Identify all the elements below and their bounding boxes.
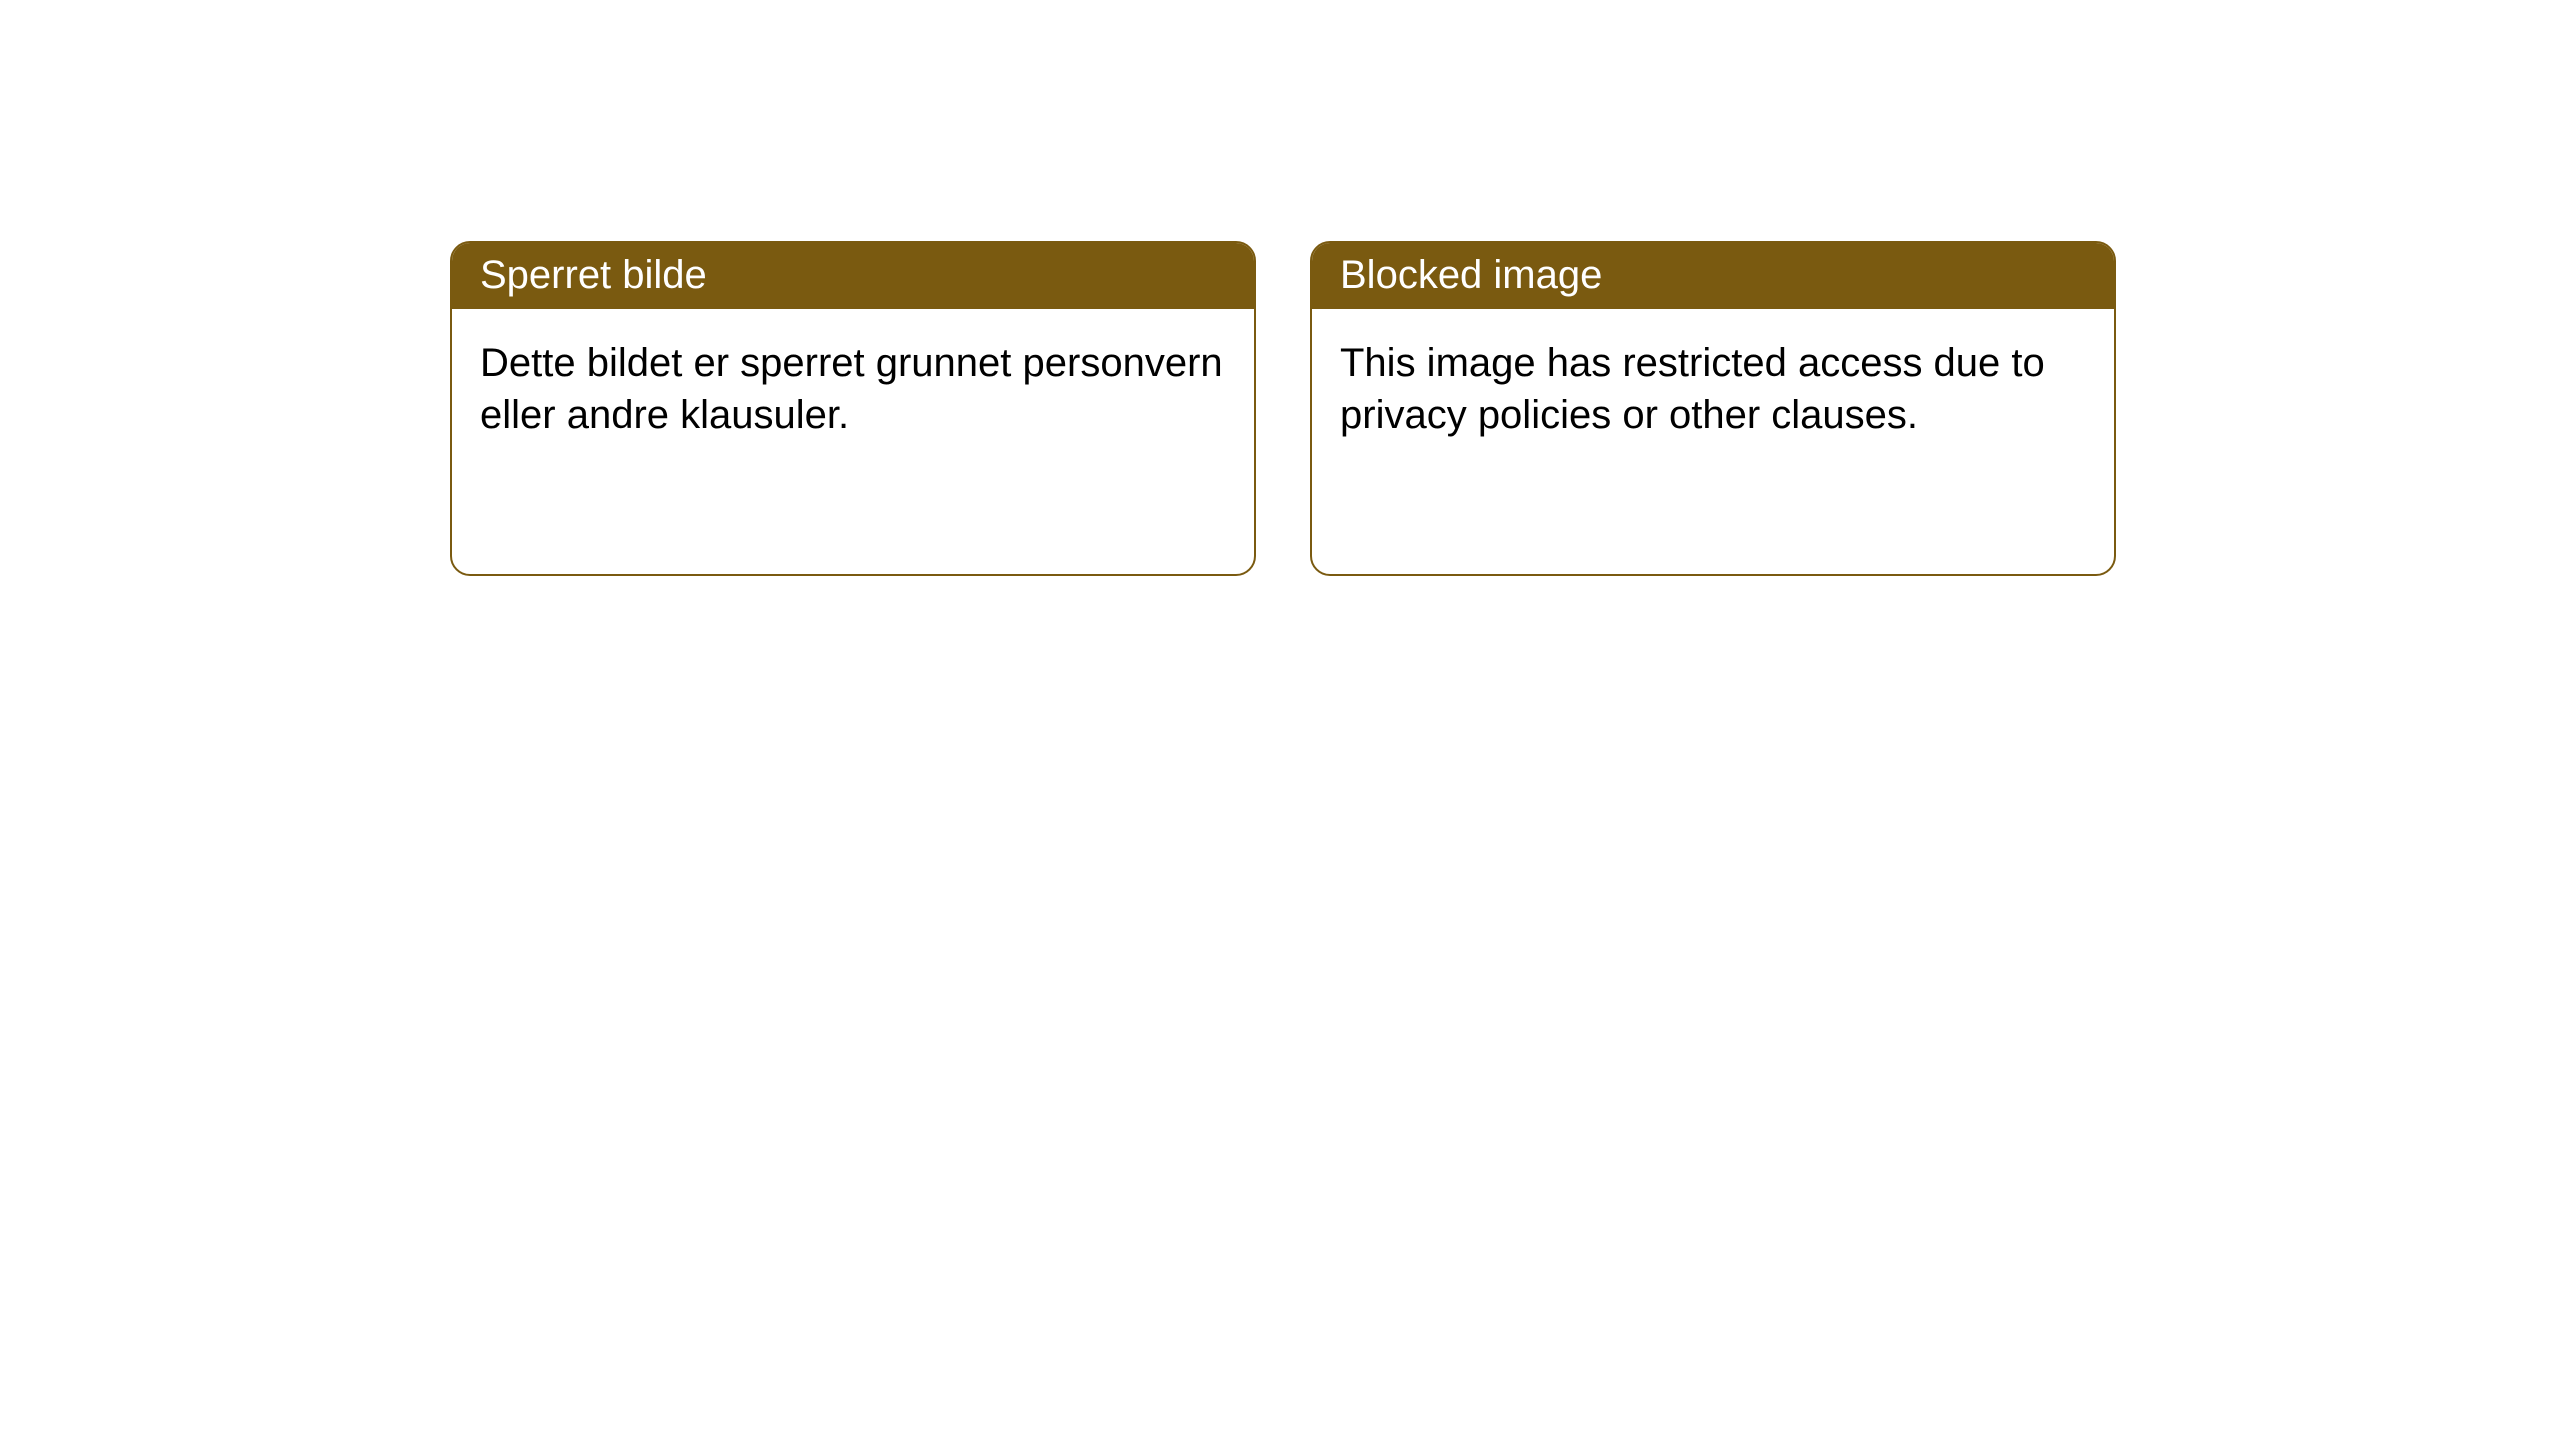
notice-header-english: Blocked image [1312, 243, 2114, 309]
notice-container: Sperret bilde Dette bildet er sperret gr… [450, 241, 2116, 576]
notice-card-english: Blocked image This image has restricted … [1310, 241, 2116, 576]
notice-header-norwegian: Sperret bilde [452, 243, 1254, 309]
notice-body-english: This image has restricted access due to … [1312, 309, 2114, 469]
notice-body-norwegian: Dette bildet er sperret grunnet personve… [452, 309, 1254, 469]
notice-card-norwegian: Sperret bilde Dette bildet er sperret gr… [450, 241, 1256, 576]
